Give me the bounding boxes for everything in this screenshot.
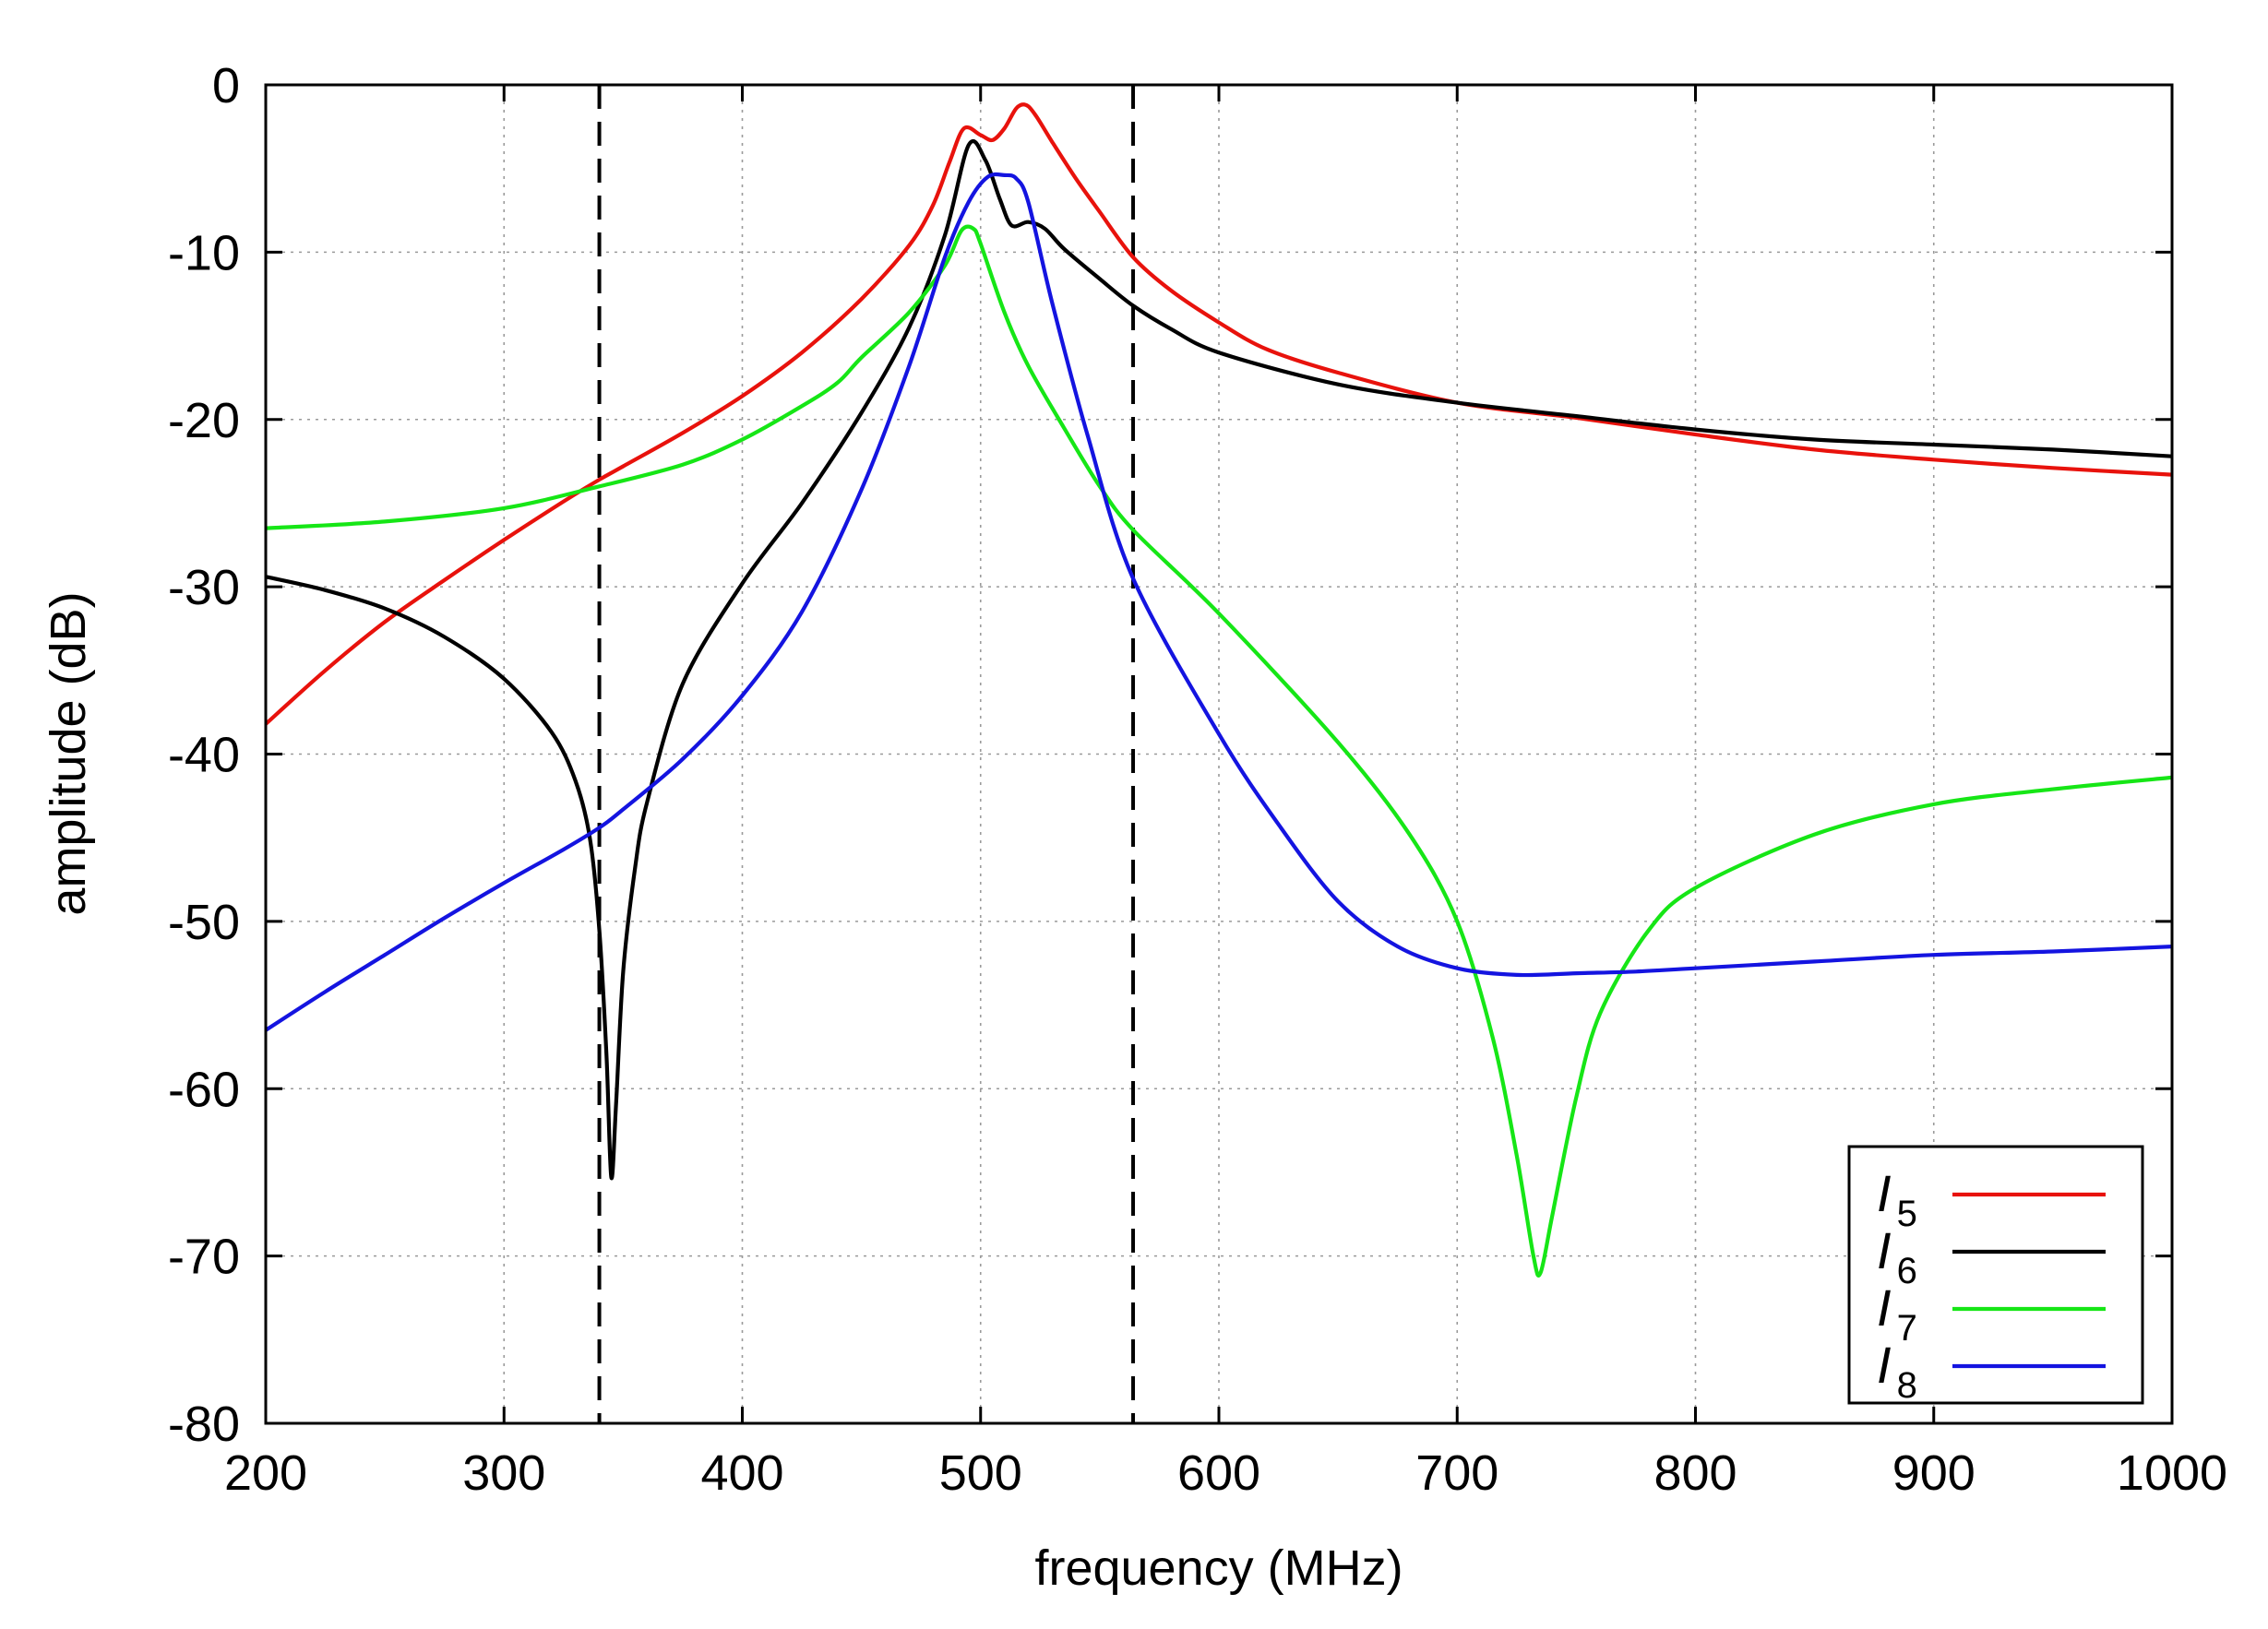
x-axis-label: frequency (MHz) bbox=[1034, 1540, 1403, 1596]
plot-area bbox=[266, 102, 2172, 1278]
x-tick-label: 200 bbox=[224, 1445, 307, 1501]
y-tick-label: -70 bbox=[168, 1230, 240, 1285]
axis-ticks bbox=[264, 83, 2174, 1425]
y-tick-label: -30 bbox=[168, 560, 240, 615]
y-tick-labels: 0 -10 -20 -30 -40 -50 -60 -70 -80 bbox=[168, 58, 240, 1452]
series-line-I7 bbox=[266, 224, 2172, 1278]
x-tick-labels: 200 300 400 500 600 700 800 900 1000 bbox=[224, 1445, 2227, 1501]
y-tick-label: -40 bbox=[168, 728, 240, 783]
x-tick-label: 500 bbox=[939, 1445, 1022, 1501]
x-tick-label: 300 bbox=[462, 1445, 545, 1501]
y-tick-label: -10 bbox=[168, 225, 240, 280]
x-tick-label: 1000 bbox=[2117, 1445, 2227, 1501]
y-tick-label: -80 bbox=[168, 1397, 240, 1452]
y-tick-label: -50 bbox=[168, 895, 240, 950]
legend: I 5I 6I 7I 8 bbox=[1847, 1145, 2144, 1406]
x-tick-label: 900 bbox=[1892, 1445, 1976, 1501]
y-tick-label: 0 bbox=[212, 58, 240, 113]
x-tick-label: 800 bbox=[1653, 1445, 1737, 1501]
x-tick-label: 400 bbox=[700, 1445, 783, 1501]
series-line-I6 bbox=[266, 138, 2172, 1181]
y-tick-label: -20 bbox=[168, 393, 240, 448]
series-line-I5 bbox=[266, 102, 2172, 726]
grid-lines bbox=[266, 85, 2172, 1423]
x-tick-label: 600 bbox=[1177, 1445, 1260, 1501]
y-axis-label: amplitude (dB) bbox=[41, 591, 96, 915]
series-line-I8 bbox=[266, 172, 2172, 1032]
y-tick-label: -60 bbox=[168, 1062, 240, 1117]
x-tick-label: 700 bbox=[1415, 1445, 1498, 1501]
legend-box bbox=[1847, 1145, 2144, 1405]
